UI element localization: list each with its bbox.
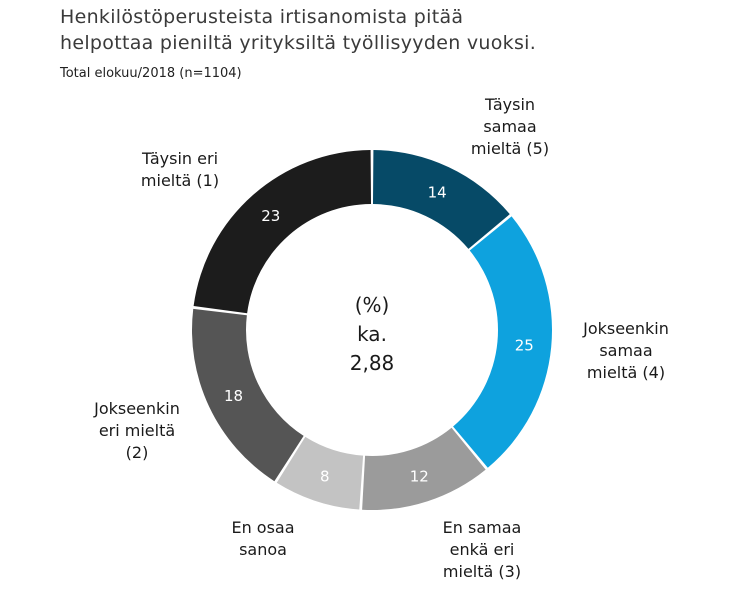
donut-slice-6 — [193, 150, 372, 314]
donut-slice-4 — [276, 436, 364, 510]
slice-category-label-4-line-1: En osaa — [231, 518, 294, 537]
chart-title: Henkilöstöperusteista irtisanomista pitä… — [60, 4, 740, 56]
chart-title-line-1: Henkilöstöperusteista irtisanomista pitä… — [60, 6, 464, 28]
slice-category-label-2-line-1: Jokseenkin — [582, 319, 669, 338]
slice-value-label-5: 18 — [224, 387, 243, 405]
slice-value-label-1: 14 — [428, 184, 447, 202]
chart-subtitle: Total elokuu/2018 (n=1104) — [60, 66, 242, 81]
donut-category-labels: Täysin samaa mieltä (5) Jokseenkin samaa miel… — [93, 95, 669, 581]
slice-category-label-5-line-2: eri mieltä — [99, 421, 175, 440]
slice-category-label-2-line-2: samaa — [599, 341, 652, 360]
slice-category-label-2-line-3: mieltä (4) — [587, 363, 665, 382]
slice-category-label-3-line-1: En samaa — [443, 518, 522, 537]
slice-category-label-6-line-2: mieltä (1) — [141, 171, 219, 190]
chart-title-line-2: helpottaa pieniltä yrityksiltä työllisyy… — [60, 32, 537, 54]
slice-category-label-6-line-1: Täysin eri — [141, 149, 218, 168]
slice-category-label-5-line-3: (2) — [126, 443, 149, 462]
donut-slice-2 — [453, 216, 553, 468]
slice-value-label-4: 8 — [320, 468, 330, 486]
slice-value-label-6: 23 — [261, 207, 280, 225]
slice-category-label-3-line-3: mieltä (3) — [443, 562, 521, 581]
center-text-line-3: 2,88 — [350, 351, 395, 375]
slice-category-label-1-line-1: Täysin — [484, 95, 535, 114]
slice-category-label-5-line-1: Jokseenkin — [93, 399, 180, 418]
center-text-line-2: ka. — [357, 322, 387, 346]
donut-center-text: (%) ka. 2,88 — [350, 293, 395, 375]
donut-slice-3 — [362, 427, 486, 510]
slice-category-label-4-line-2: sanoa — [239, 540, 287, 559]
donut-slice-1 — [372, 150, 510, 249]
slice-value-label-2: 25 — [515, 336, 534, 354]
slice-category-label-3-line-2: enkä eri — [450, 540, 515, 559]
donut-slice-5 — [191, 308, 304, 482]
donut-value-labels: 14 25 12 8 18 23 — [224, 184, 534, 486]
slice-value-label-3: 12 — [410, 468, 429, 486]
donut-slices — [191, 150, 553, 510]
slice-category-label-1-line-3: mieltä (5) — [471, 139, 549, 158]
center-text-line-1: (%) — [355, 293, 390, 317]
slice-category-label-1-line-2: samaa — [483, 117, 536, 136]
